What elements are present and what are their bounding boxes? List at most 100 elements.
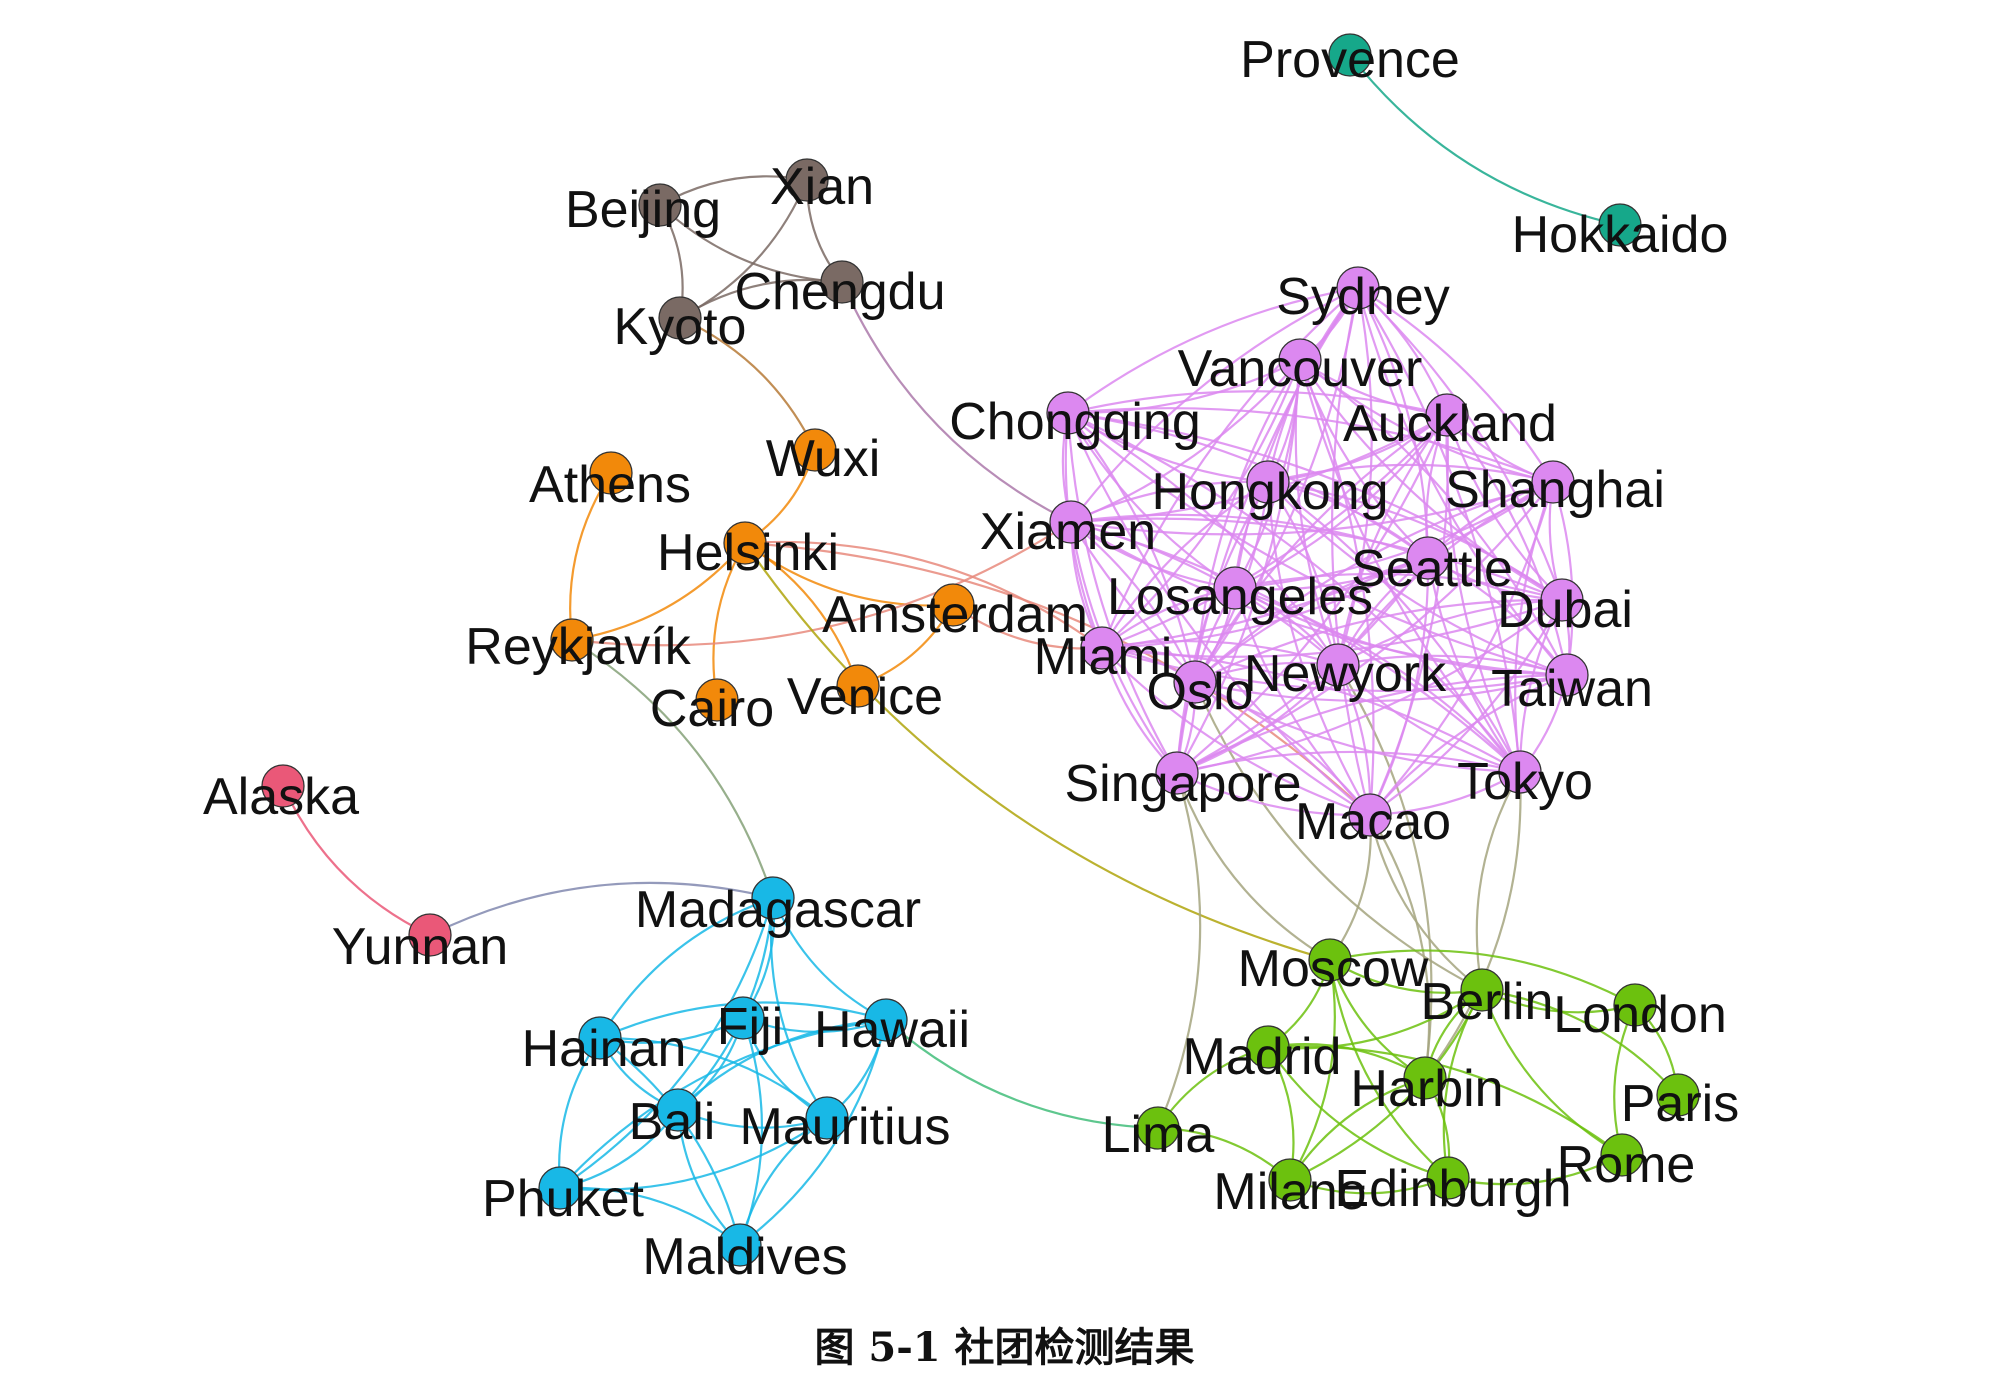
edge-hawaii-lima [885,1019,1159,1130]
edge-reykjavik-madagascar [571,639,775,899]
node-xiamen [1049,500,1093,544]
label-fiji: Fiji [717,998,783,1056]
node-seattle [1406,536,1450,580]
edge-shanghai-miami [1101,481,1554,650]
node-oslo [1173,660,1217,704]
label-sydney: Sydney [1276,268,1449,326]
label-london: London [1553,986,1727,1044]
label-auckland: Auckland [1343,395,1557,453]
edge-auckland-taiwan [1446,414,1569,676]
label-hokkaido: Hokkaido [1512,206,1729,264]
label-xian: Xian [770,158,874,216]
node-london [1613,983,1657,1027]
node-rome [1600,1133,1644,1177]
label-seattle: Seattle [1351,540,1513,598]
label-amsterdam: Amsterdam [822,586,1088,644]
node-chengdu [820,260,864,304]
edge-chongqing-singapore [1066,412,1178,774]
edge-dubai-macao [1369,599,1563,816]
edge-miami-newyork [1101,640,1339,667]
edge-sydney-shanghai [1357,287,1554,483]
label-venice: Venice [787,668,943,726]
edge-sydney-newyork [1336,287,1373,666]
edge-shanghai-macao [1369,481,1555,816]
edge-helsinki-miami [744,540,1103,649]
node-edinburgh [1426,1156,1470,1200]
label-dubai: Dubai [1497,581,1633,639]
label-rome: Rome [1557,1136,1696,1194]
edge-sydney-miami [1100,287,1359,649]
node-venice [836,664,880,708]
edge-losangeles-dubai [1234,572,1563,602]
edge-moscow-milano [1289,959,1336,1181]
edge-seattle-taiwan [1427,557,1568,676]
node-auckland [1425,393,1469,437]
edge-reykjavik-xiamen [571,521,1072,647]
edge-hainan-maldives [599,1037,742,1246]
label-edinburgh: Edinburgh [1334,1160,1571,1218]
edge-rome-madrid [1267,1045,1623,1156]
edge-chongqing-tokyo [1067,412,1521,773]
edge-hawaii-phuket [559,1018,887,1189]
label-beijing: Beijing [565,181,721,239]
label-chengdu: Chengdu [734,263,945,321]
edge-hawaii-maldives [739,1019,888,1246]
edge-miami-macao [1101,647,1371,817]
edge-madagascar-hainan [599,896,774,1039]
node-hainan [578,1016,622,1060]
label-bali: Bali [629,1093,716,1151]
node-bali [656,1088,700,1132]
node-beijing [638,183,682,227]
edge-helsinki-moscow [744,542,1331,962]
edge-vancouver-chongqing [1067,359,1301,415]
node-hawaii [864,998,908,1042]
edge-kyoto-wuxi [679,316,816,451]
edge-xiamen-taiwan [1070,521,1568,677]
edge-hongkong-taiwan [1267,481,1568,677]
edge-losangeles-tokyo [1234,586,1521,773]
edge-auckland-losangeles [1234,414,1448,589]
edge-auckland-singapore [1176,414,1449,774]
label-milano: Milano [1213,1163,1366,1221]
node-reykjavik [550,618,594,662]
label-maldives: Maldives [642,1228,847,1286]
edge-hongkong-miami [1101,481,1269,649]
edge-dubai-newyork [1337,598,1563,666]
edge-sydney-chongqing [1067,286,1359,414]
edge-madrid-edinburgh [1267,1046,1449,1180]
node-helsinki [723,521,767,565]
edge-seattle-losangeles [1234,556,1429,591]
edge-xiamen-oslo [1070,521,1197,683]
edge-taiwan-macao [1369,673,1568,816]
edge-tokyo-harbin [1424,771,1522,1079]
edge-helsinki-reykjavik [571,542,746,642]
label-wuxi: Wuxi [766,430,881,488]
node-madrid [1246,1025,1290,1069]
label-alaska: Alaska [203,768,359,826]
edge-losangeles-taiwan [1234,587,1568,677]
node-paris [1656,1073,1700,1117]
edge-seattle-oslo [1194,556,1429,683]
node-taiwan [1545,653,1589,697]
edge-taiwan-singapore [1176,673,1568,774]
edge-taiwan-oslo [1194,673,1568,703]
node-losangeles [1213,566,1257,610]
node-layer [261,33,1700,1267]
node-provence [1328,33,1372,77]
label-hawaii: Hawaii [814,1001,970,1059]
label-reykjavik: Reykjavík [465,618,691,676]
edge-singapore-moscow [1175,772,1331,961]
label-kyoto: Kyoto [614,298,747,356]
edge-berlin-edinburgh [1442,989,1483,1179]
edge-hongkong-shanghai [1267,463,1554,484]
label-macao: Macao [1295,793,1451,851]
edge-rome-edinburgh [1447,1154,1623,1186]
label-taiwan: Taiwan [1491,660,1653,718]
edge-madagascar-phuket [559,897,775,1189]
edge-macao-berlin [1368,814,1483,991]
node-lima [1136,1106,1180,1150]
edge-moscow-edinburgh [1328,959,1449,1179]
label-newyork: Newyork [1244,645,1447,703]
node-moscow [1308,938,1352,982]
edge-auckland-newyork [1336,414,1448,666]
